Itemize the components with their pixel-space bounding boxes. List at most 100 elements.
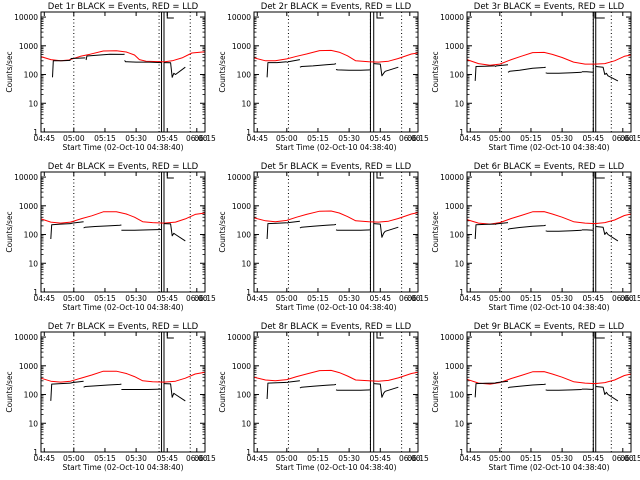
y-tick-label: 100 <box>237 391 252 400</box>
y-tick-label: 10000 <box>14 173 38 182</box>
lld-series-line <box>466 211 632 225</box>
y-tick-label: 10 <box>28 419 38 428</box>
x-tick-label: 05:15 <box>520 134 542 143</box>
events-series-line <box>70 380 84 384</box>
detector-panel: Det 3r BLACK = Events, RED = LLD 1 10 100 10… <box>431 2 640 152</box>
y-tick-label: 1000 <box>232 362 251 371</box>
y-tick-label: 10 <box>454 99 464 108</box>
events-series-line <box>474 65 495 81</box>
events-series-line <box>163 383 186 402</box>
plot-frame <box>466 171 632 293</box>
x-tick-label: 05:00 <box>63 134 85 143</box>
y-tick-label: 10 <box>241 99 251 108</box>
x-axis-label: Start Time (02-Oct-10 04:38:40) <box>62 303 183 312</box>
y-tick-label: 10000 <box>440 173 464 182</box>
plot-frame <box>253 11 419 133</box>
attenuator-bracket <box>376 172 384 179</box>
lld-series-line <box>466 51 632 66</box>
attenuator-bracket <box>166 12 174 19</box>
attenuator-bracket <box>376 332 384 339</box>
y-tick-label: 1 <box>459 448 464 457</box>
events-series-line <box>286 59 300 64</box>
lld-series-line <box>40 370 206 383</box>
events-series-line <box>507 224 546 230</box>
detector-panel: Det 9r BLACK = Events, RED = LLD 1 10 100 10… <box>431 322 640 472</box>
x-tick-label: 06:15 <box>620 294 640 303</box>
x-tick-label: 05:00 <box>489 454 511 463</box>
attenuator-bracket <box>594 332 605 339</box>
panel-title: Det 6r BLACK = Events, RED = LLD <box>474 162 625 172</box>
y-tick-label: 10 <box>454 259 464 268</box>
x-tick-label: 05:00 <box>276 294 298 303</box>
y-tick-label: 10000 <box>14 13 38 22</box>
events-series-line <box>299 223 337 229</box>
x-tick-label: 05:00 <box>276 134 298 143</box>
y-tick-label: 1000 <box>445 42 464 51</box>
x-tick-label: 06:00 <box>186 294 208 303</box>
events-series-line <box>494 222 509 225</box>
y-tick-label: 1 <box>459 288 464 297</box>
events-series-line <box>52 59 71 78</box>
x-tick-label: 05:30 <box>125 134 147 143</box>
y-tick-label: 1000 <box>232 202 251 211</box>
x-tick-label: 05:45 <box>369 294 391 303</box>
x-tick-label: 06:00 <box>186 454 208 463</box>
x-tick-label: 06:15 <box>407 134 429 143</box>
x-tick-label: 06:15 <box>407 454 429 463</box>
x-tick-label: 05:15 <box>520 454 542 463</box>
attenuator-bracket <box>166 172 174 179</box>
x-axis-label: Start Time (02-Oct-10 04:38:40) <box>62 143 183 152</box>
events-series-line <box>373 63 399 77</box>
attenuator-bracket <box>594 172 605 179</box>
y-tick-label: 100 <box>450 231 465 240</box>
plot-frame <box>253 171 419 293</box>
attenuator-bracket <box>166 332 174 339</box>
y-tick-label: 10000 <box>227 173 251 182</box>
events-series-line <box>507 383 546 389</box>
x-tick-label: 05:30 <box>125 454 147 463</box>
y-tick-label: 1000 <box>232 42 251 51</box>
x-tick-label: 05:45 <box>156 454 178 463</box>
x-tick-label: 05:15 <box>94 294 116 303</box>
events-series-line <box>50 223 71 240</box>
events-series-line <box>124 60 162 64</box>
y-tick-label: 1000 <box>445 362 464 371</box>
x-tick-label: 06:15 <box>620 454 640 463</box>
y-axis-label: Counts/sec <box>218 51 227 92</box>
x-tick-label: 06:00 <box>612 294 634 303</box>
x-tick-label: 06:00 <box>399 294 421 303</box>
events-series-line <box>83 383 122 388</box>
panel-title: Det 2r BLACK = Events, RED = LLD <box>261 2 412 12</box>
events-series-line <box>70 57 86 60</box>
events-series-line <box>474 223 495 240</box>
x-axis-label: Start Time (02-Oct-10 04:38:40) <box>275 463 396 472</box>
detector-panel: Det 5r BLACK = Events, RED = LLD 1 10 100 10… <box>218 162 429 312</box>
x-tick-label: 06:15 <box>194 454 216 463</box>
x-tick-label: 05:15 <box>307 134 329 143</box>
y-axis-label: Counts/sec <box>218 371 227 412</box>
panel-title: Det 7r BLACK = Events, RED = LLD <box>48 322 199 332</box>
x-axis-label: Start Time (02-Oct-10 04:38:40) <box>488 303 609 312</box>
y-tick-label: 100 <box>450 71 465 80</box>
x-tick-label: 05:00 <box>63 454 85 463</box>
y-tick-label: 100 <box>24 231 39 240</box>
x-tick-label: 04:45 <box>33 294 55 303</box>
detector-panel: Det 8r BLACK = Events, RED = LLD 1 10 100 10… <box>218 322 429 472</box>
lld-series-line <box>40 211 206 224</box>
panel-title: Det 3r BLACK = Events, RED = LLD <box>474 2 625 12</box>
x-tick-label: 05:15 <box>94 134 116 143</box>
y-tick-label: 1 <box>246 128 251 137</box>
events-series-line <box>266 222 287 240</box>
x-tick-label: 05:45 <box>156 134 178 143</box>
y-tick-label: 100 <box>237 231 252 240</box>
lld-series-line <box>253 49 419 63</box>
x-tick-label: 04:45 <box>33 134 55 143</box>
events-series-line <box>286 380 300 384</box>
lld-series-line <box>253 210 419 223</box>
y-tick-label: 1000 <box>19 202 38 211</box>
y-axis-label: Counts/sec <box>431 51 440 92</box>
events-series-line <box>595 386 619 402</box>
y-tick-label: 10 <box>28 99 38 108</box>
events-series-line <box>50 382 71 401</box>
y-tick-label: 10000 <box>14 333 38 342</box>
